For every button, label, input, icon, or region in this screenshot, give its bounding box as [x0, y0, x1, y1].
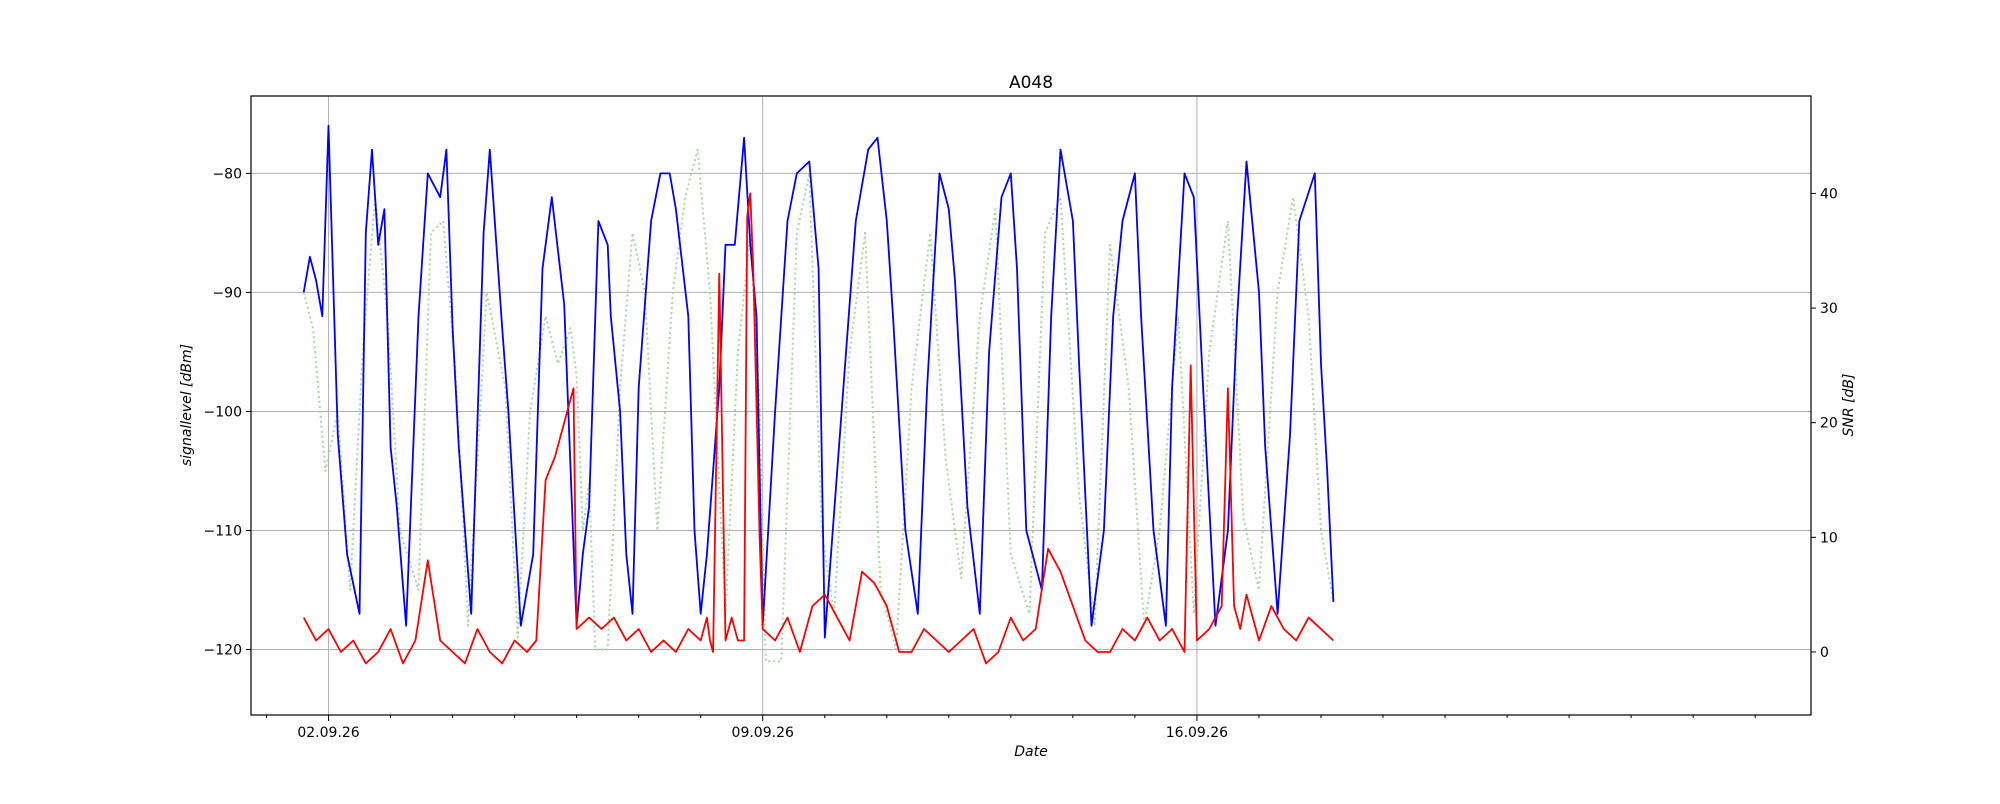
- series-layer: [302, 124, 1335, 665]
- y-tick-label: −110: [204, 523, 242, 539]
- series-line-0: [302, 124, 1335, 639]
- grid-layer: [251, 96, 1811, 715]
- plot-frame: [250, 95, 1812, 716]
- x-axis-label: Date: [1014, 744, 1047, 760]
- x-tick-label: 09.09.26: [732, 725, 794, 741]
- y-tick-label: −90: [212, 285, 242, 301]
- tick-layer: −80 −90 −100 −110 −120 40 30 20 10 0 02.09.26 09.09…: [204, 166, 1838, 741]
- series-line-2: [302, 148, 1335, 663]
- chart-title: A048: [1009, 73, 1053, 93]
- y2-tick-label: 40: [1820, 186, 1838, 202]
- y2-axis-label: SNR [dB]: [1841, 374, 1857, 437]
- x-tick-label: 16.09.26: [1166, 725, 1228, 741]
- y-axis-label: signallevel [dBm]: [179, 344, 195, 466]
- y-tick-label: −100: [204, 404, 242, 420]
- y2-tick-label: 20: [1820, 416, 1838, 432]
- y2-tick-label: 10: [1820, 530, 1838, 546]
- y-tick-label: −120: [204, 643, 242, 659]
- x-tick-label: 02.09.26: [297, 725, 359, 741]
- y-tick-label: −80: [212, 166, 242, 182]
- series-line-1: [302, 192, 1335, 665]
- y2-tick-label: 0: [1820, 645, 1829, 661]
- y2-tick-label: 30: [1820, 301, 1838, 317]
